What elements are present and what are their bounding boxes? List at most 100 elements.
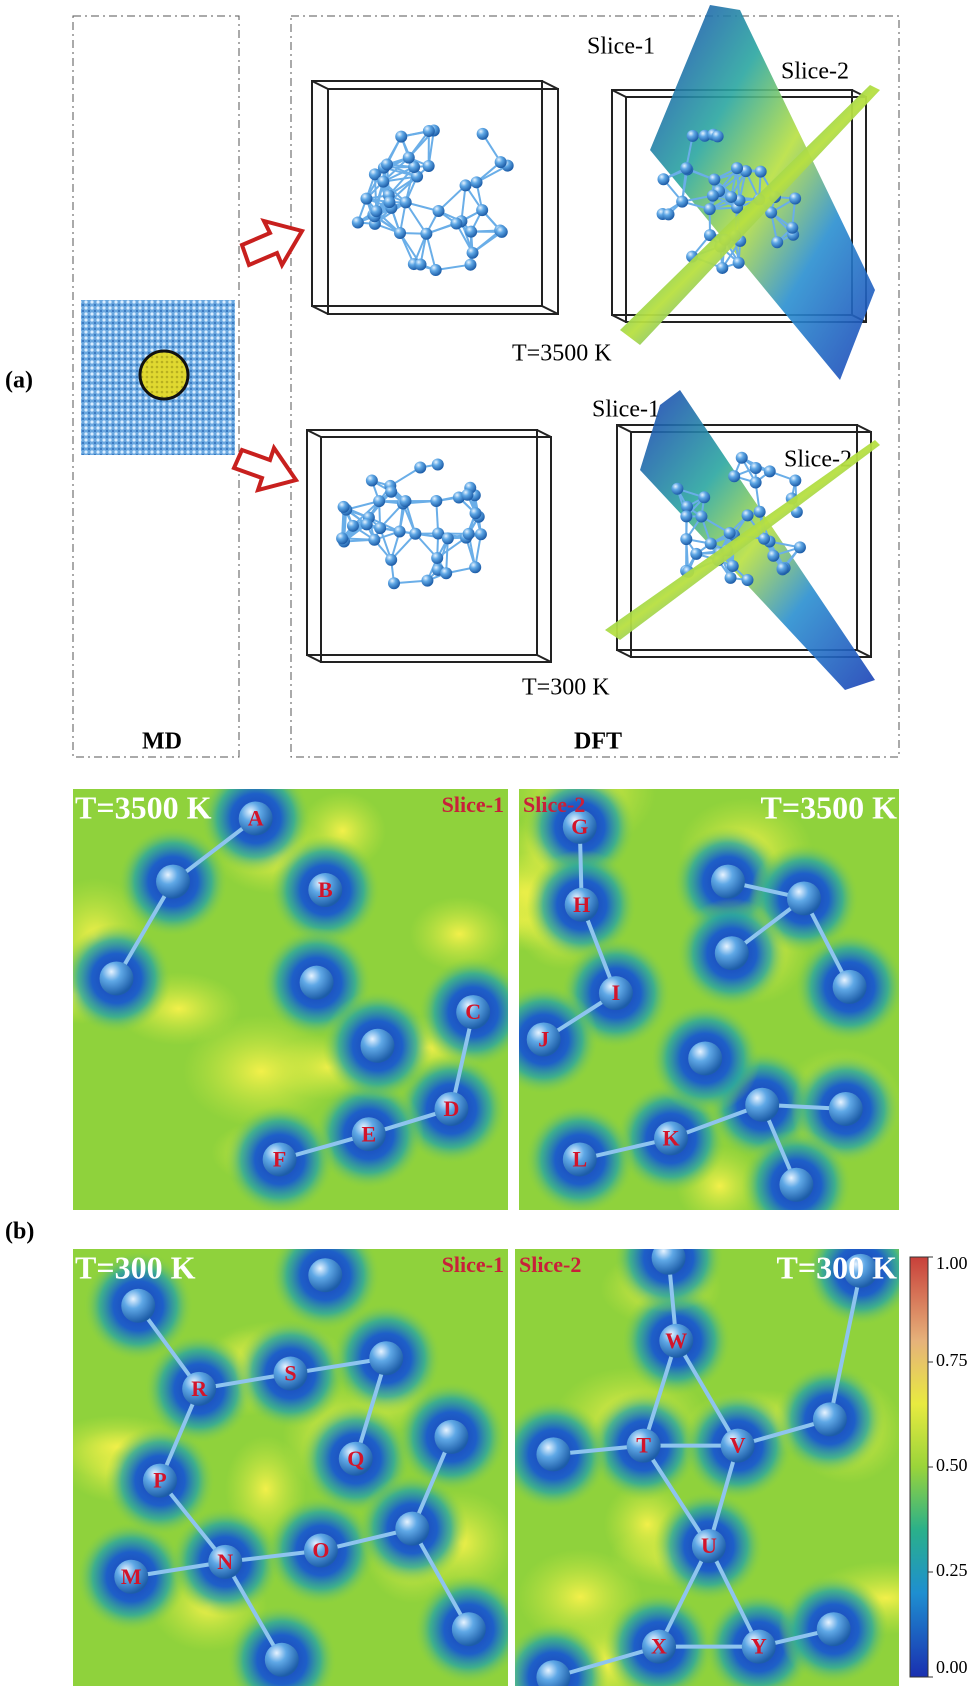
atom (469, 507, 482, 520)
atom (562, 809, 597, 844)
atom (725, 190, 738, 203)
atom (431, 458, 444, 471)
cell-edge (611, 89, 627, 98)
atom (671, 482, 684, 495)
atom-label: U (701, 1533, 717, 1558)
slice-plane (640, 390, 875, 690)
temperature: T=300 K (75, 1249, 196, 1285)
atom (708, 173, 721, 186)
atom (706, 189, 719, 202)
arrow (231, 443, 300, 493)
atom (365, 474, 378, 487)
cell-edge (327, 88, 559, 315)
atom (238, 801, 273, 836)
atom (451, 1612, 486, 1647)
density-map: G H I J K L T=3500 K Slice-2 (519, 789, 899, 1210)
atom (676, 195, 689, 208)
atom (383, 196, 396, 209)
atom (395, 130, 408, 143)
cell-edge (311, 80, 329, 90)
atom (465, 225, 478, 238)
atom-label: K (662, 1125, 679, 1150)
atom-label: R (191, 1376, 208, 1401)
atom-label: F (273, 1147, 286, 1172)
atom (745, 1087, 780, 1122)
cell-edge (541, 305, 559, 315)
cell-edge (306, 429, 538, 656)
atom (812, 1402, 847, 1437)
yellow-patch (409, 896, 508, 972)
atom-label: M (121, 1564, 142, 1589)
atom-label: A (248, 806, 264, 831)
atom (432, 527, 445, 540)
atom (494, 156, 507, 169)
bond (641, 1444, 711, 1548)
atom (441, 532, 454, 545)
atom (680, 162, 693, 175)
atom (680, 533, 693, 546)
atom-label: C (465, 999, 481, 1024)
bond (552, 1644, 660, 1680)
cell-edge (311, 305, 329, 315)
cell-edge (541, 80, 559, 90)
atom-label: L (572, 1147, 587, 1172)
atom (711, 130, 724, 143)
colorbar-tick-label: 0.50 (936, 1455, 968, 1475)
atom (642, 1629, 676, 1664)
atom (393, 525, 406, 538)
atom (470, 176, 483, 189)
atom (422, 124, 435, 137)
atom (434, 1419, 469, 1454)
panel-label: (a) (5, 368, 33, 394)
bond (657, 1545, 711, 1648)
atom (429, 264, 442, 277)
atom (377, 175, 390, 188)
atom (495, 225, 508, 238)
atom (724, 571, 737, 584)
atom (360, 1028, 395, 1063)
atom (395, 1511, 430, 1546)
cell-edge (306, 429, 322, 438)
cell-edge (616, 424, 858, 651)
atom (461, 488, 474, 501)
atom (308, 873, 343, 908)
atom (440, 567, 453, 580)
bond (136, 1304, 201, 1391)
atom (680, 510, 693, 523)
cell-edge (611, 314, 627, 323)
atom (657, 173, 670, 186)
atom (536, 1437, 571, 1472)
atom (816, 1612, 851, 1647)
atom (749, 461, 762, 474)
dft-label: DFT (574, 729, 622, 755)
panel-label: (b) (5, 1219, 34, 1245)
atom (373, 495, 386, 508)
atom (763, 465, 776, 478)
atom (765, 206, 778, 219)
atom (430, 494, 443, 507)
density-map: T U V W X Y T=300 K Slice-2 (515, 1249, 899, 1686)
slice-label: Slice-1 (587, 34, 655, 60)
atom (686, 129, 699, 142)
slice-label: Slice-2 (523, 792, 585, 817)
atom (336, 532, 349, 545)
map-body (73, 1249, 508, 1686)
atom-label: G (571, 814, 588, 839)
atom (651, 1249, 686, 1275)
atom (654, 1121, 688, 1156)
atom (787, 881, 821, 916)
atom (703, 203, 716, 216)
bond (437, 184, 467, 212)
atom (691, 1529, 726, 1564)
atom (832, 969, 867, 1004)
atom (741, 1629, 776, 1664)
bond (410, 1527, 471, 1631)
atom (381, 158, 394, 171)
bond (425, 233, 437, 271)
temperature: T=3500 K (75, 789, 212, 825)
atom (182, 1371, 217, 1406)
atom (659, 1323, 694, 1358)
atom (466, 246, 479, 259)
atom (714, 936, 749, 971)
